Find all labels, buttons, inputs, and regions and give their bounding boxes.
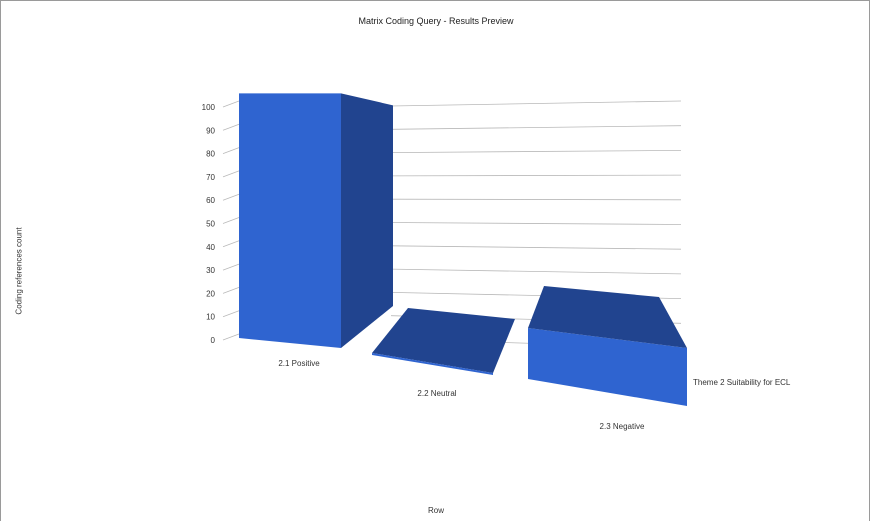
gridline-side xyxy=(222,193,240,201)
y-tick-label: 90 xyxy=(206,126,215,135)
bar-2-3-negative-front xyxy=(528,328,687,406)
gridline-side xyxy=(222,263,240,271)
gridline-side xyxy=(222,240,240,248)
x-tick-label: 2.1 Positive xyxy=(278,359,320,368)
y-tick-label: 40 xyxy=(206,243,215,252)
gridline xyxy=(390,198,682,201)
y-tick-label: 50 xyxy=(206,220,215,229)
gridline xyxy=(390,174,682,177)
gridline-side xyxy=(222,217,240,224)
series-label: Theme 2 Suitability for ECL xyxy=(693,378,791,387)
gridline xyxy=(390,222,682,225)
x-axis-title: Row xyxy=(427,506,444,515)
labels: 0 10 20 30 40 50 60 70 80 90 100 2.1 Positive 2.2 Ne… xyxy=(202,103,791,431)
bar-2-2-neutral-top xyxy=(372,308,515,373)
x-tick-label: 2.2 Neutral xyxy=(417,389,456,398)
gridline-side xyxy=(222,170,240,178)
gridline-side xyxy=(222,333,240,341)
y-tick-label: 80 xyxy=(206,150,215,159)
bar-2-1-positive-side xyxy=(341,93,393,348)
y-tick-label: 60 xyxy=(206,196,215,205)
chart-title: Matrix Coding Query - Results Preview xyxy=(358,16,514,26)
bar-2-2-neutral-front xyxy=(372,353,493,375)
gridline xyxy=(390,150,682,153)
x-tick-label: 2.3 Negative xyxy=(600,422,645,431)
y-tick-label: 0 xyxy=(211,336,216,345)
y-tick-label: 10 xyxy=(206,313,215,322)
y-tick-label: 30 xyxy=(206,266,215,275)
bars xyxy=(239,93,687,406)
bar-2-3-negative-top xyxy=(528,286,687,348)
gridline-side xyxy=(222,147,240,154)
y-tick-label: 70 xyxy=(206,173,215,182)
gridline-side xyxy=(222,100,240,108)
y-tick-label: 100 xyxy=(202,103,216,112)
bar-2-1-positive-front xyxy=(239,93,341,348)
gridline xyxy=(390,268,682,275)
gridline xyxy=(390,125,682,130)
gridline-side xyxy=(222,287,240,294)
y-tick-label: 20 xyxy=(206,289,215,298)
gridline xyxy=(390,245,682,250)
gridline-side xyxy=(222,310,240,318)
gridline-side xyxy=(222,123,240,131)
gridline xyxy=(390,100,682,107)
